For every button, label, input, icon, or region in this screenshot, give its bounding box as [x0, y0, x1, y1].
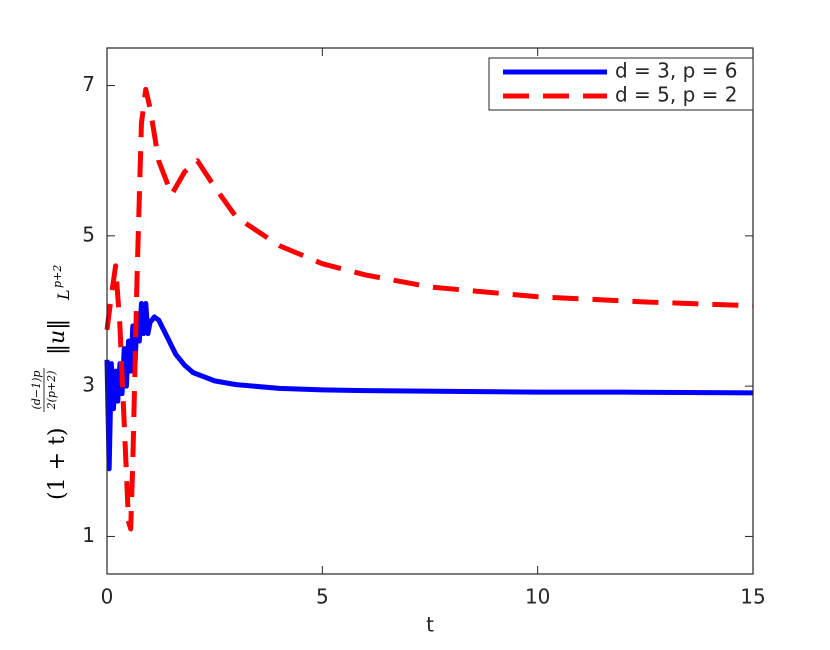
y-label-base: (1 + t) — [45, 428, 70, 500]
x-tick-label: 10 — [525, 585, 550, 609]
y-tick-label: 3 — [82, 373, 95, 397]
y-label-exp-num: (d−1)p — [30, 371, 43, 410]
x-tick-label: 15 — [740, 585, 765, 609]
x-axis-label: t — [426, 613, 434, 637]
series-line — [104, 86, 754, 532]
y-label-exp-den: 2(p+2) — [45, 371, 58, 411]
legend-box — [488, 57, 754, 111]
y-label-subsup: p+2 — [51, 265, 64, 288]
y-label-norm: ‖u‖ — [45, 319, 70, 355]
y-axis-label: (1 + t) (d−1)p 2(p+2) ‖u‖ L p+2 — [30, 265, 73, 500]
y-tick-label: 7 — [82, 72, 95, 96]
x-tick-label: 5 — [316, 585, 329, 609]
legend-label: d = 5, p = 2 — [615, 83, 738, 107]
plot-frame — [106, 47, 754, 575]
x-tick-label: 0 — [101, 585, 114, 609]
legend-label: d = 3, p = 6 — [615, 59, 738, 83]
y-label-sub: L — [54, 289, 73, 301]
y-tick-label: 1 — [82, 523, 95, 547]
y-tick-label: 5 — [82, 222, 95, 246]
